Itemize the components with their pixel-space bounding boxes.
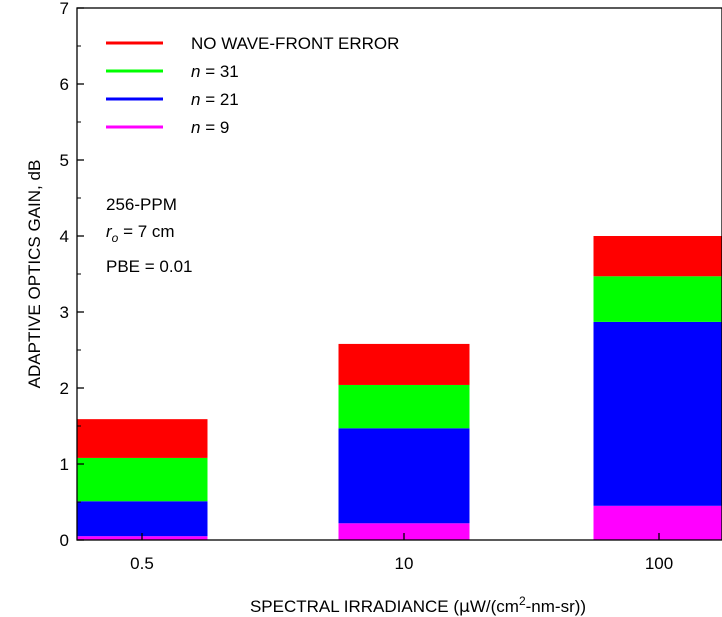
y-tick-label: 3	[60, 303, 69, 322]
x-tick-label: 0.5	[130, 554, 154, 573]
y-tick-label: 2	[60, 379, 69, 398]
y-tick-label: 6	[60, 75, 69, 94]
y-tick-label: 1	[60, 455, 69, 474]
annotation-pbe: PBE = 0.01	[106, 257, 192, 276]
bar-segment-cat2-series0	[593, 505, 722, 540]
bar-segment-cat2-series3	[593, 236, 722, 277]
annotation-ro: ro = 7 cm	[106, 222, 175, 245]
legend-label-text: = 9	[200, 118, 229, 137]
x-axis-label-post: -nm-sr))	[526, 597, 586, 616]
y-tick-label: 5	[60, 151, 69, 170]
bar-segment-cat0-series1	[76, 501, 208, 537]
bar-segment-cat0-series2	[76, 457, 208, 502]
x-axis: 0.5 10 100	[130, 533, 673, 573]
bar-segment-cat1-series2	[338, 384, 470, 429]
legend-label: n = 21	[191, 90, 239, 109]
x-axis-label-pre: SPECTRAL IRRADIANCE (	[250, 597, 459, 616]
x-tick-label: 100	[645, 554, 673, 573]
bar-segment-cat1-series1	[338, 428, 470, 524]
legend-label: n = 31	[191, 62, 239, 81]
bar-segment-cat0-series3	[76, 419, 208, 458]
y-axis: 0 1 2 3 4 5 6 7	[60, 0, 84, 550]
x-axis-label-mu: μ	[459, 597, 470, 617]
y-tick-label: 0	[60, 531, 69, 550]
annotation-ro-value: = 7 cm	[118, 222, 174, 241]
y-tick-label: 4	[60, 227, 69, 246]
legend-label-text: = 21	[200, 90, 238, 109]
bar-segment-cat2-series2	[593, 276, 722, 322]
x-tick-label: 10	[395, 554, 414, 573]
legend-label-text: NO WAVE-FRONT ERROR	[191, 34, 399, 53]
bar-segment-cat1-series3	[338, 343, 470, 385]
legend-label: n = 9	[191, 118, 229, 137]
x-axis-label: SPECTRAL IRRADIANCE (μW/(cm2-nm-sr))	[250, 594, 586, 617]
bar-segment-cat2-series1	[593, 321, 722, 506]
annotation-ro-var: r	[106, 222, 113, 241]
legend-label-text: = 31	[200, 62, 238, 81]
legend-label-var: n	[191, 90, 200, 109]
y-tick-label: 7	[60, 0, 69, 18]
y-axis-label: ADAPTIVE OPTICS GAIN, dB	[25, 160, 44, 389]
annotation-format: 256-PPM	[106, 195, 177, 214]
legend-label-var: n	[191, 118, 200, 137]
legend-label-var: n	[191, 62, 200, 81]
annotation-ro-sub: o	[112, 231, 119, 245]
x-axis-label-mid: W/(cm	[470, 597, 519, 616]
bars-group	[76, 236, 722, 540]
x-axis-label-sup: 2	[519, 594, 526, 608]
bar-segment-cat1-series0	[338, 523, 470, 540]
legend-label: NO WAVE-FRONT ERROR	[191, 34, 399, 53]
